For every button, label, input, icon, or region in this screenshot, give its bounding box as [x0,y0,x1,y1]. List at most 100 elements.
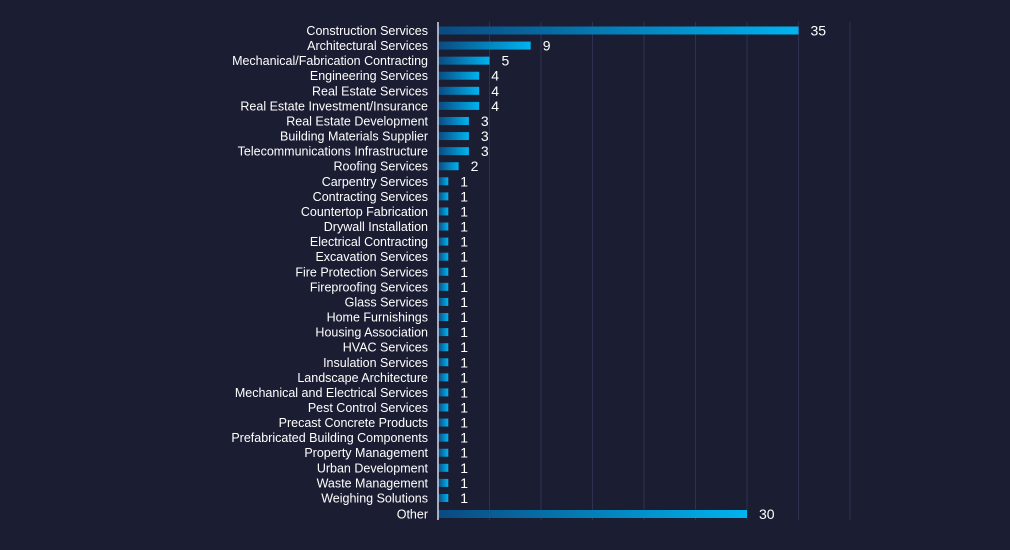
bar [438,343,449,352]
bar [438,313,449,322]
bar [438,328,449,337]
category-label: Building Materials Supplier [280,130,428,144]
category-label: Weighing Solutions [321,491,428,505]
bar [438,192,449,201]
bar [438,433,449,442]
value-label: 1 [460,490,468,506]
category-label: Insulation Services [323,356,428,370]
category-label: Precast Concrete Products [279,416,428,430]
bar [438,267,449,276]
value-label: 1 [460,279,468,295]
value-label: 1 [460,369,468,385]
value-label: 4 [491,68,499,84]
bar [438,388,449,397]
bar [438,373,449,382]
bar [438,86,480,95]
value-label: 1 [460,219,468,235]
bar [438,147,469,156]
bar [438,132,469,141]
category-label: Other [397,508,428,522]
category-label: Excavation Services [315,250,428,264]
bars [438,26,799,518]
category-label: Home Furnishings [327,311,428,325]
bar [438,282,449,291]
value-label: 4 [491,83,499,99]
category-label: Electrical Contracting [310,235,428,249]
category-label: Waste Management [317,476,429,490]
category-label: Mechanical and Electrical Services [235,386,428,400]
category-label: Contracting Services [313,190,428,204]
category-label: Housing Association [315,326,428,340]
category-label: Engineering Services [310,69,428,83]
category-label: Countertop Fabrication [301,205,428,219]
bar [438,56,490,65]
bar [438,101,480,110]
bar [438,403,449,412]
value-label: 9 [543,38,551,54]
value-label: 1 [460,415,468,431]
category-label: Telecommunications Infrastructure [238,145,428,159]
value-label: 1 [460,203,468,219]
bar [438,478,449,487]
value-label: 1 [460,400,468,416]
category-label: HVAC Services [343,341,428,355]
value-label: 4 [491,98,499,114]
category-label: Drywall Installation [324,220,428,234]
bar [438,162,459,171]
value-label: 1 [460,294,468,310]
category-label: Fire Protection Services [295,265,428,279]
value-label: 1 [460,354,468,370]
bar [438,26,799,35]
bar [438,237,449,246]
value-label: 1 [460,188,468,204]
value-label: 1 [460,339,468,355]
category-label: Real Estate Development [286,114,428,128]
category-label: Construction Services [306,24,428,38]
bar [438,493,449,502]
value-label: 1 [460,173,468,189]
category-label: Real Estate Services [312,84,428,98]
value-label: 3 [481,113,489,129]
category-label: Carpentry Services [322,175,428,189]
category-label: Property Management [304,446,428,460]
value-label: 1 [460,309,468,325]
value-label: 35 [811,23,827,39]
bar [438,116,469,125]
category-label: Glass Services [345,295,428,309]
bar [438,222,449,231]
value-label: 1 [460,384,468,400]
value-label: 1 [460,249,468,265]
value-label: 1 [460,430,468,446]
bar [438,358,449,367]
bar [438,177,449,186]
bar [438,463,449,472]
bar [438,252,449,261]
value-label: 1 [460,460,468,476]
category-label: Urban Development [317,461,429,475]
value-label: 3 [481,128,489,144]
grid-lines [489,22,851,520]
category-label: Landscape Architecture [297,371,428,385]
value-label: 1 [460,475,468,491]
bar [438,207,449,216]
bar [438,418,449,427]
category-label: Architectural Services [307,39,428,53]
category-label: Mechanical/Fabrication Contracting [232,54,428,68]
category-label: Real Estate Investment/Insurance [240,99,428,113]
value-label: 1 [460,324,468,340]
value-label: 30 [759,506,775,522]
bar [438,448,449,457]
bar [438,510,747,518]
value-label: 5 [502,53,510,69]
bar [438,297,449,306]
category-label: Fireproofing Services [310,280,428,294]
value-label: 2 [471,158,479,174]
category-label: Roofing Services [334,160,429,174]
value-label: 1 [460,264,468,280]
value-label: 3 [481,143,489,159]
value-label: 1 [460,445,468,461]
bar [438,41,531,50]
